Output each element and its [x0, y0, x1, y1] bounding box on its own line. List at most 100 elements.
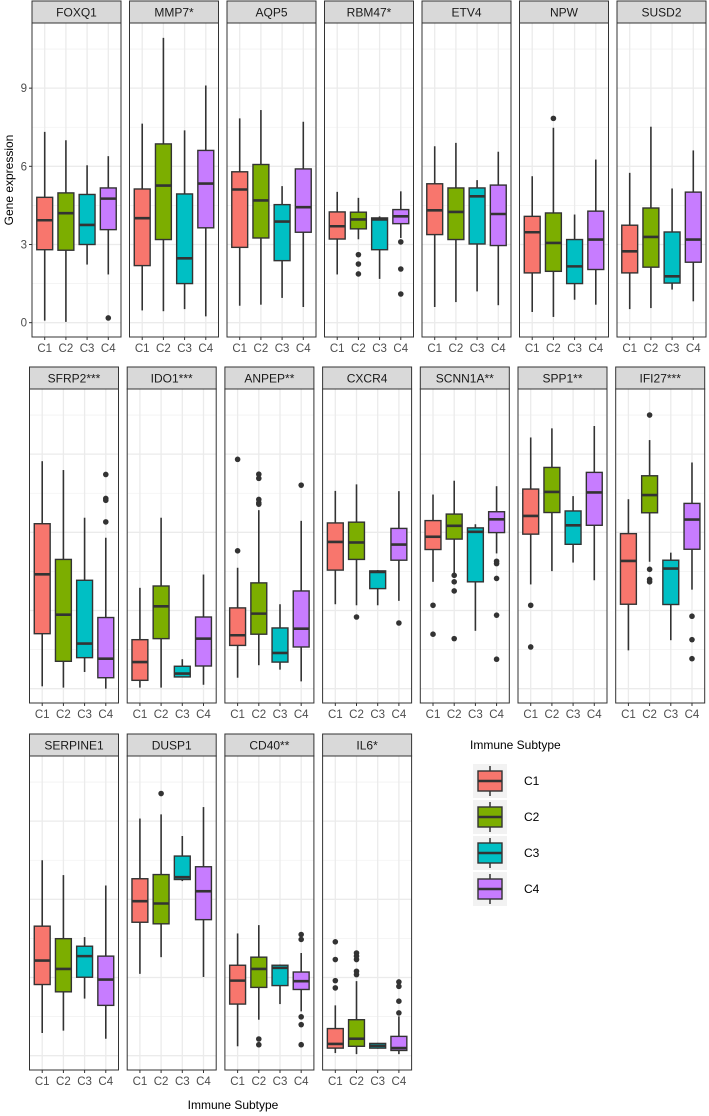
iqr-box	[78, 193, 96, 246]
iqr-box	[152, 585, 170, 640]
iqr-box	[663, 231, 681, 284]
x-tick-label: C3	[273, 1076, 288, 1088]
facet-strip-label: SPP1**	[542, 372, 582, 386]
x-tick-label: C1	[37, 343, 52, 355]
x-tick-label: C2	[56, 1076, 71, 1088]
x-tick-label: C4	[294, 709, 309, 721]
box-C2	[54, 875, 73, 1031]
outlier-point	[689, 613, 695, 620]
iqr-box	[250, 956, 268, 989]
outlier-point	[493, 575, 500, 582]
box-C4	[292, 482, 310, 682]
box-C4	[392, 191, 410, 297]
box-C3	[369, 570, 387, 606]
outlier-point	[102, 471, 109, 478]
facet-strip-label: SUSD2	[641, 6, 681, 20]
panel-background	[617, 23, 706, 337]
panel-rbm47: RBM47* C1 C2 C3 C4	[324, 0, 414, 355]
outlier-point	[353, 956, 360, 963]
box-C2	[154, 37, 173, 312]
facet-strip-label: MMP7*	[154, 6, 194, 20]
outlier-point	[105, 315, 112, 321]
iqr-box	[75, 945, 94, 978]
facet-strip	[421, 0, 512, 24]
iqr-box	[543, 466, 561, 514]
outlier-point	[493, 656, 500, 663]
legend-key-C1: C1	[473, 764, 540, 798]
box-C3	[75, 937, 94, 999]
facet-strip-label: SERPINE1	[44, 739, 104, 753]
iqr-box	[57, 192, 75, 251]
iqr-box	[75, 579, 94, 659]
legend-title: Immune Subtype	[470, 738, 561, 752]
x-tick-label: C4	[685, 709, 700, 721]
outlier-point	[646, 566, 653, 573]
iqr-box	[173, 665, 191, 678]
outlier-point	[396, 620, 402, 626]
box-C2	[447, 142, 465, 303]
box-C4	[294, 121, 312, 308]
outlier-point	[102, 519, 109, 525]
x-tick-label: C4	[296, 343, 311, 355]
legend-key-C4: C4	[473, 872, 540, 906]
x-tick-label: C3	[273, 709, 288, 721]
x-tick-label: C1	[35, 1076, 50, 1088]
box-C3	[466, 524, 485, 631]
panel-background	[32, 23, 121, 337]
outlier-point	[355, 271, 362, 277]
x-tick-label: C4	[196, 709, 211, 721]
iqr-box	[585, 471, 603, 526]
box-C3	[370, 216, 389, 279]
x-tick-label: C4	[196, 1076, 211, 1088]
box-C4	[390, 491, 408, 626]
iqr-box	[487, 511, 506, 534]
outlier-point	[234, 548, 241, 554]
facet-strip-label: IDO1***	[151, 372, 193, 386]
y-tick-label: 3	[21, 239, 27, 251]
outlier-point	[646, 412, 653, 418]
x-tick-label: C4	[587, 709, 602, 721]
panel-aqp5: AQP5 C1 C2 C3 C4	[226, 0, 317, 355]
outlier-point	[332, 977, 339, 984]
x-tick-label: C1	[328, 709, 343, 721]
iqr-box	[54, 937, 73, 993]
iqr-box	[228, 607, 247, 647]
iqr-box	[194, 866, 213, 921]
iqr-box	[228, 964, 247, 1005]
x-tick-label: C4	[98, 1076, 113, 1088]
box-C1	[131, 587, 149, 688]
outlier-point	[451, 579, 458, 585]
box-C2	[347, 950, 366, 1055]
box-C4	[97, 885, 115, 1039]
x-tick-label: C2	[251, 1076, 266, 1088]
iqr-box	[370, 217, 389, 251]
box-C4	[194, 807, 213, 977]
outlier-point	[298, 936, 304, 943]
outlier-point	[430, 631, 436, 638]
outlier-point	[332, 938, 339, 945]
iqr-box	[131, 638, 149, 682]
x-tick-label: C1	[621, 709, 636, 721]
facet-strip-label: ANPEP**	[244, 372, 294, 386]
outlier-point	[332, 985, 339, 991]
x-tick-label: C4	[686, 343, 701, 355]
iqr-box	[271, 964, 289, 987]
facet-strip-label: FOXQ1	[56, 6, 97, 20]
box-C2	[57, 140, 75, 322]
box-C4	[489, 151, 507, 306]
x-tick-label: C4	[98, 709, 113, 721]
x-tick-label: C3	[665, 343, 680, 355]
box-C1	[522, 437, 540, 650]
facet-strip-label: AQP5	[255, 6, 287, 20]
iqr-box	[294, 168, 312, 233]
facet-strip-label: IFI27***	[640, 372, 682, 386]
box-C2	[252, 110, 270, 305]
facet-strip	[517, 366, 608, 390]
facet-strip	[324, 0, 414, 24]
box-C2	[152, 517, 170, 688]
x-tick-label: C3	[470, 343, 485, 355]
x-tick-label: C4	[588, 343, 603, 355]
iqr-box	[326, 522, 344, 571]
outlier-point	[234, 456, 241, 463]
box-C4	[587, 159, 605, 305]
